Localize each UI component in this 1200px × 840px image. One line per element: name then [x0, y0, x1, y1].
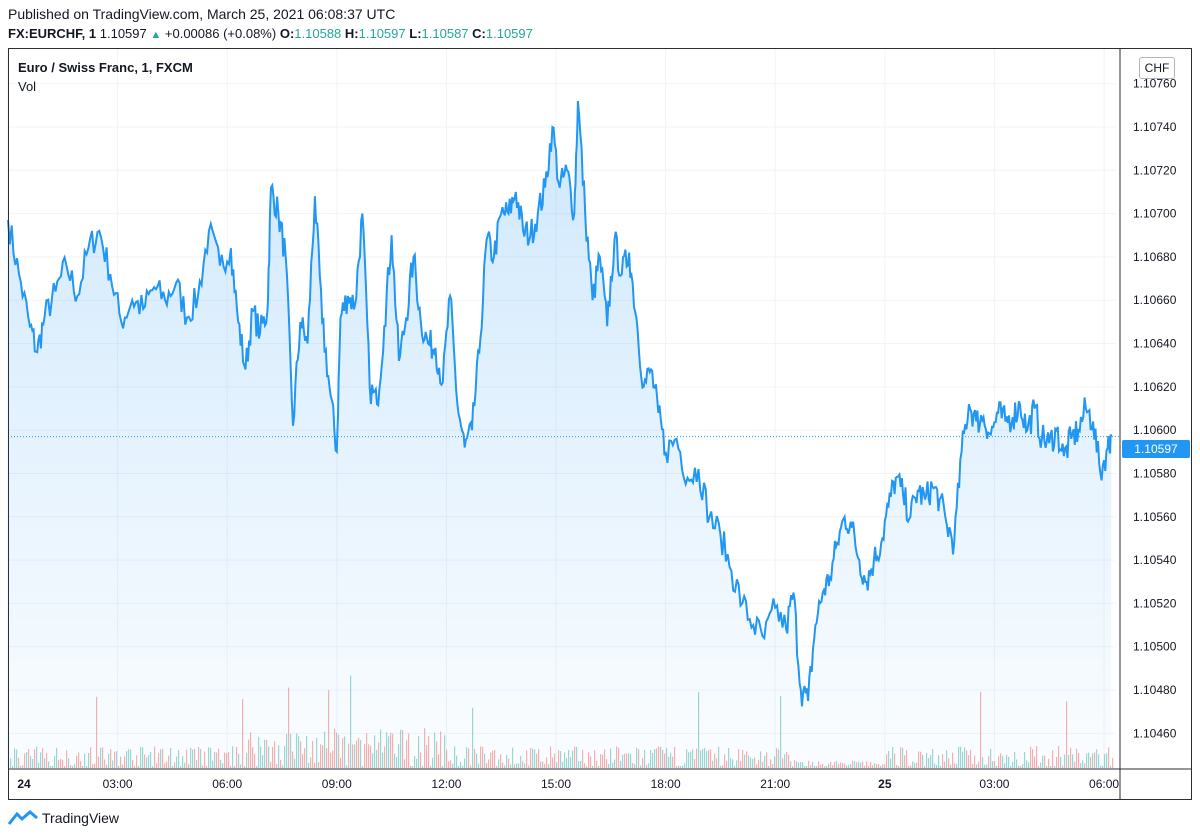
x-tick-label: 06:00 — [1089, 777, 1119, 791]
tradingview-logo-icon — [8, 810, 38, 825]
x-tick-label: 25 — [878, 777, 892, 791]
y-tick-label: 1.10680 — [1133, 250, 1177, 264]
tradingview-logo[interactable]: TradingView — [8, 810, 119, 826]
y-tick-label: 1.10620 — [1133, 380, 1177, 394]
chart-title: Euro / Swiss Franc, 1, FXCM — [18, 60, 193, 75]
low-value: 1.10587 — [421, 26, 469, 41]
y-tick-label: 1.10540 — [1133, 553, 1177, 567]
y-tick-label: 1.10660 — [1133, 293, 1177, 307]
x-tick-label: 09:00 — [322, 777, 352, 791]
y-tick-label: 1.10720 — [1133, 163, 1177, 177]
time-axis: 24 03:00 06:00 09:00 12:00 15:00 18:00 21:00 25 0… — [8, 49, 1192, 800]
volume-label: Vol — [18, 79, 37, 94]
x-tick-label: 12:00 — [431, 777, 461, 791]
x-tick-label: 03:00 — [979, 777, 1009, 791]
y-tick-label: 1.10500 — [1133, 640, 1177, 654]
price-line — [7, 100, 1113, 707]
y-tick-label: 1.10640 — [1133, 337, 1177, 351]
last-price-badge: 1.10597 — [1122, 440, 1190, 458]
currency-button[interactable]: CHF — [1139, 57, 1175, 79]
up-arrow-icon: ▲ — [150, 29, 162, 41]
price-change: +0.00086 (+0.08%) — [164, 26, 277, 41]
x-tick-label: 18:00 — [651, 777, 681, 791]
symbol-label: FX:EURCHF, 1 — [8, 26, 97, 41]
open-label: O: — [279, 26, 295, 41]
y-tick-label: 1.10600 — [1133, 423, 1177, 437]
x-tick-label: 24 — [17, 777, 31, 791]
y-tick-label: 1.10760 — [1133, 77, 1177, 91]
y-tick-label: 1.10480 — [1133, 683, 1177, 697]
y-tick-label: 1.10580 — [1133, 466, 1177, 480]
high-value: 1.10597 — [358, 26, 406, 41]
x-tick-label: 03:00 — [103, 777, 133, 791]
y-tick-label: 1.10460 — [1133, 726, 1177, 740]
chart-frame — [8, 48, 1192, 800]
published-note: Published on TradingView.com, March 25, … — [8, 6, 396, 22]
close-value: 1.10597 — [485, 26, 533, 41]
x-tick-label: 21:00 — [760, 777, 790, 791]
volume-bar — [1112, 757, 1114, 768]
x-tick-label: 15:00 — [541, 777, 571, 791]
high-label: H: — [344, 26, 359, 41]
tradingview-brand: TradingView — [42, 810, 120, 826]
y-tick-label: 1.10740 — [1133, 120, 1177, 134]
y-tick-label: 1.10700 — [1133, 207, 1177, 221]
y-tick-label: 1.10560 — [1133, 510, 1177, 524]
last-price: 1.10597 — [99, 26, 147, 41]
y-tick-label: 1.10520 — [1133, 596, 1177, 610]
price-axis: 1.10460 1.10480 1.10500 1.10520 1.10540 1.105… — [1133, 77, 1177, 741]
close-label: C: — [472, 26, 486, 41]
open-value: 1.10588 — [294, 26, 342, 41]
x-tick-label: 06:00 — [212, 777, 242, 791]
price-area — [8, 101, 1112, 768]
low-label: L: — [409, 26, 422, 41]
symbol-info-bar: FX:EURCHF, 1 1.10597 ▲ +0.00086 (+0.08%)… — [8, 26, 533, 41]
